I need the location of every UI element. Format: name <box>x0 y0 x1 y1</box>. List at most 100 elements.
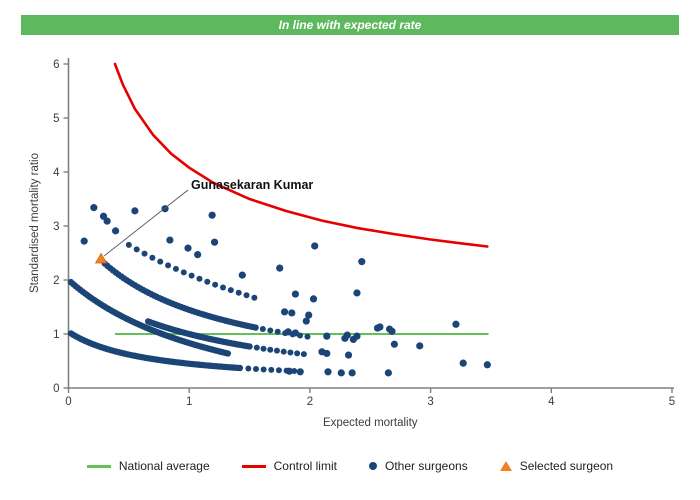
other-surgeon-point[interactable] <box>235 289 242 296</box>
control-limit-curve <box>113 62 489 248</box>
other-surgeon-point[interactable] <box>103 217 111 225</box>
other-surgeon-point[interactable] <box>252 366 259 373</box>
other-surgeon-point[interactable] <box>388 327 396 335</box>
other-surgeon-point[interactable] <box>268 366 275 373</box>
other-surgeon-point[interactable] <box>90 204 98 212</box>
other-surgeon-point[interactable] <box>149 254 156 261</box>
other-surgeon-point[interactable] <box>305 311 313 319</box>
other-surgeon-point[interactable] <box>259 326 266 333</box>
other-surgeon-point[interactable] <box>323 332 331 340</box>
other-surgeon-point[interactable] <box>267 327 274 334</box>
other-surgeon-point[interactable] <box>212 281 219 288</box>
other-surgeon-point[interactable] <box>358 258 366 266</box>
other-surgeon-point[interactable] <box>291 329 300 337</box>
other-surgeon-point[interactable] <box>243 292 250 299</box>
other-surgeon-point[interactable] <box>208 211 216 219</box>
other-surgeon-point[interactable] <box>180 269 187 276</box>
x-tick-label: 0 <box>65 396 71 408</box>
other-surgeon-point[interactable] <box>459 359 467 367</box>
other-surgeon-point[interactable] <box>238 271 246 279</box>
other-surgeon-point[interactable] <box>376 323 384 331</box>
other-surgeon-point[interactable] <box>300 351 307 358</box>
national-average-line-swatch <box>86 464 111 468</box>
other-surgeon-point[interactable] <box>274 328 281 335</box>
other-surgeon-point[interactable] <box>80 237 88 245</box>
other-surgeon-point[interactable] <box>210 238 219 246</box>
y-tick-label: 4 <box>53 167 60 179</box>
x-axis-title: Expected mortality <box>323 417 418 429</box>
other-surgeon-point[interactable] <box>341 334 349 342</box>
other-surgeon-point[interactable] <box>246 343 253 350</box>
other-surgeon-point[interactable] <box>236 364 244 372</box>
other-surgeon-point[interactable] <box>280 308 289 316</box>
legend-label: Selected surgeon <box>519 459 614 473</box>
other-surgeon-point[interactable] <box>172 265 179 272</box>
other-surgeon-point[interactable] <box>294 350 301 357</box>
other-surgeon-point[interactable] <box>157 258 164 265</box>
annotation-leader-line <box>103 189 189 257</box>
other-surgeon-point[interactable] <box>275 367 282 374</box>
other-surgeon-point[interactable] <box>245 365 252 372</box>
other-surgeon-point[interactable] <box>323 349 331 358</box>
other-surgeon-point[interactable] <box>260 366 267 373</box>
other-surgeon-point[interactable] <box>260 345 267 352</box>
other-surgeon-point[interactable] <box>194 251 202 259</box>
other-surgeon-point[interactable] <box>276 264 284 272</box>
other-surgeon-point[interactable] <box>267 346 274 353</box>
legend-item-control-limit: Control limit <box>241 459 337 473</box>
other-surgeon-point[interactable] <box>285 367 293 375</box>
other-surgeon-point[interactable] <box>483 361 491 369</box>
other-surgeon-point[interactable] <box>184 244 192 252</box>
selected-surgeon-triangle-swatch <box>499 461 512 471</box>
other-surgeon-point[interactable] <box>288 309 296 317</box>
other-surgeon-point[interactable] <box>188 272 195 279</box>
other-surgeon-point[interactable] <box>416 342 424 350</box>
other-surgeon-point[interactable] <box>133 246 140 253</box>
other-surgeon-point[interactable] <box>224 350 232 357</box>
other-surgeon-point[interactable] <box>296 368 304 376</box>
other-surgeon-point[interactable] <box>252 324 259 331</box>
other-surgeon-point[interactable] <box>204 278 211 285</box>
other-surgeon-point[interactable] <box>227 287 234 294</box>
other-surgeon-point[interactable] <box>251 294 258 301</box>
other-surgeon-point[interactable] <box>309 295 318 303</box>
selected-surgeon-annotation: Gunasekaran Kumar <box>191 178 313 192</box>
other-surgeon-point[interactable] <box>390 340 398 348</box>
other-surgeon-point[interactable] <box>280 348 287 355</box>
other-surgeon-point[interactable] <box>349 335 357 343</box>
legend-label: Other surgeons <box>384 459 468 473</box>
selected-surgeon-marker[interactable] <box>94 252 108 264</box>
other-surgeon-point[interactable] <box>384 369 392 377</box>
other-surgeon-point[interactable] <box>125 241 132 248</box>
x-tick-label: 4 <box>548 396 555 408</box>
other-surgeon-point[interactable] <box>302 317 310 325</box>
other-surgeons-dot-swatch <box>368 462 377 470</box>
other-surgeon-point[interactable] <box>324 368 332 376</box>
other-surgeon-point[interactable] <box>287 349 294 356</box>
other-surgeon-point[interactable] <box>273 347 280 354</box>
other-surgeon-point[interactable] <box>111 227 120 235</box>
legend-item-other-surgeons: Other surgeons <box>368 459 468 473</box>
funnel-plot-chart: 0 1 2 3 4 5 6 0 1 2 3 4 5 Expected mortality Standardi… <box>29 58 675 429</box>
other-surgeon-point[interactable] <box>304 333 311 340</box>
other-surgeon-point[interactable] <box>284 328 292 336</box>
legend-item-national-average: National average <box>86 459 210 473</box>
other-surgeon-point[interactable] <box>165 262 172 269</box>
other-surgeon-point[interactable] <box>219 284 226 291</box>
x-tick-label: 5 <box>669 396 675 408</box>
other-surgeon-point[interactable] <box>353 289 361 297</box>
other-surgeon-point[interactable] <box>291 290 300 298</box>
other-surgeon-point[interactable] <box>344 351 353 359</box>
y-tick-label: 3 <box>53 221 59 233</box>
legend-label: Control limit <box>273 459 337 473</box>
other-surgeon-point[interactable] <box>196 275 203 282</box>
other-surgeon-point[interactable] <box>131 207 139 215</box>
other-surgeon-point[interactable] <box>141 250 148 257</box>
other-surgeon-point[interactable] <box>253 344 260 351</box>
other-surgeon-point[interactable] <box>337 369 345 377</box>
other-surgeon-point[interactable] <box>452 320 460 328</box>
other-surgeon-point[interactable] <box>311 242 319 250</box>
other-surgeon-point[interactable] <box>348 369 356 377</box>
other-surgeon-point[interactable] <box>166 236 174 244</box>
